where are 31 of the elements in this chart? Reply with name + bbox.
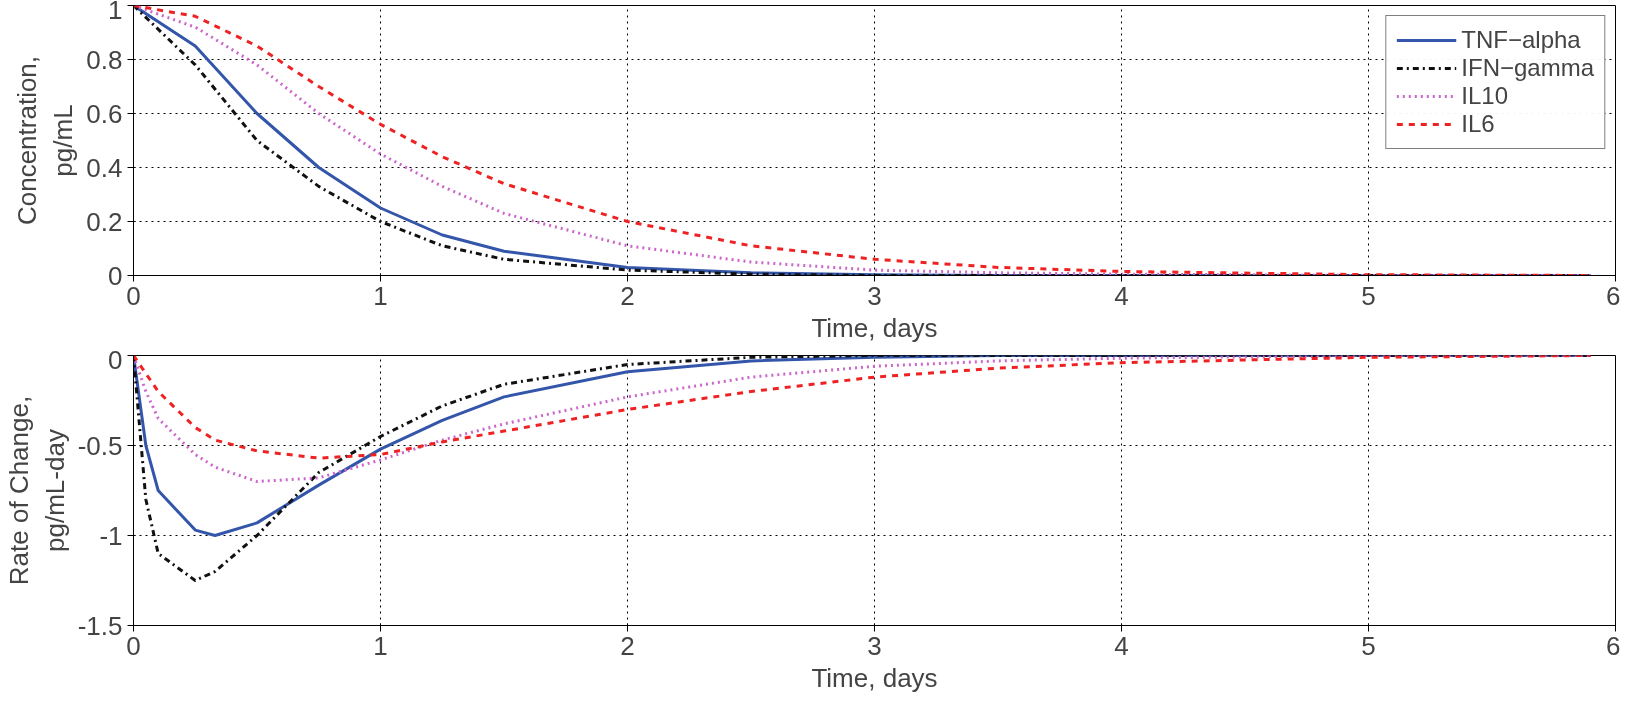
x-axis-title: Time, days [811, 312, 938, 343]
x-tick-label: 3 [867, 630, 882, 661]
x-tick-label: 1 [373, 280, 388, 311]
x-tick-label: 6 [1606, 630, 1621, 661]
y-tick-label: 0 [108, 344, 123, 375]
y-tick-label: 0.8 [86, 44, 123, 75]
y-tick-label: 0.2 [86, 206, 123, 237]
y-axis-title: Rate of Change, pg/mL-day [3, 395, 70, 586]
x-axis-title: Time, days [811, 662, 938, 693]
x-tick-label: 4 [1114, 280, 1129, 311]
x-tick-label: 3 [867, 280, 882, 311]
y-tick-label: -1.5 [77, 610, 123, 641]
legend-label: IL6 [1461, 110, 1495, 138]
x-tick-label: 1 [373, 630, 388, 661]
x-tick-label: 6 [1606, 280, 1621, 311]
x-tick-label: 5 [1361, 630, 1376, 661]
legend-label: TNF−alpha [1461, 26, 1581, 54]
legend-label: IFN−gamma [1461, 54, 1594, 82]
y-tick-label: 0.4 [86, 152, 123, 183]
y-axis-title: Concentration, pg/mL [12, 55, 79, 226]
x-tick-label: 5 [1361, 280, 1376, 311]
x-tick-label: 2 [620, 280, 635, 311]
y-tick-label: 0.6 [86, 98, 123, 129]
y-tick-label: -0.5 [77, 430, 123, 461]
x-tick-label: 2 [620, 630, 635, 661]
legend-label: IL10 [1461, 82, 1509, 110]
line-series [133, 5, 1593, 276]
y-tick-label: 1 [108, 0, 123, 25]
y-tick-label: -1 [99, 520, 123, 551]
y-tick-label: 0 [108, 260, 123, 291]
x-tick-label: 4 [1114, 630, 1129, 661]
